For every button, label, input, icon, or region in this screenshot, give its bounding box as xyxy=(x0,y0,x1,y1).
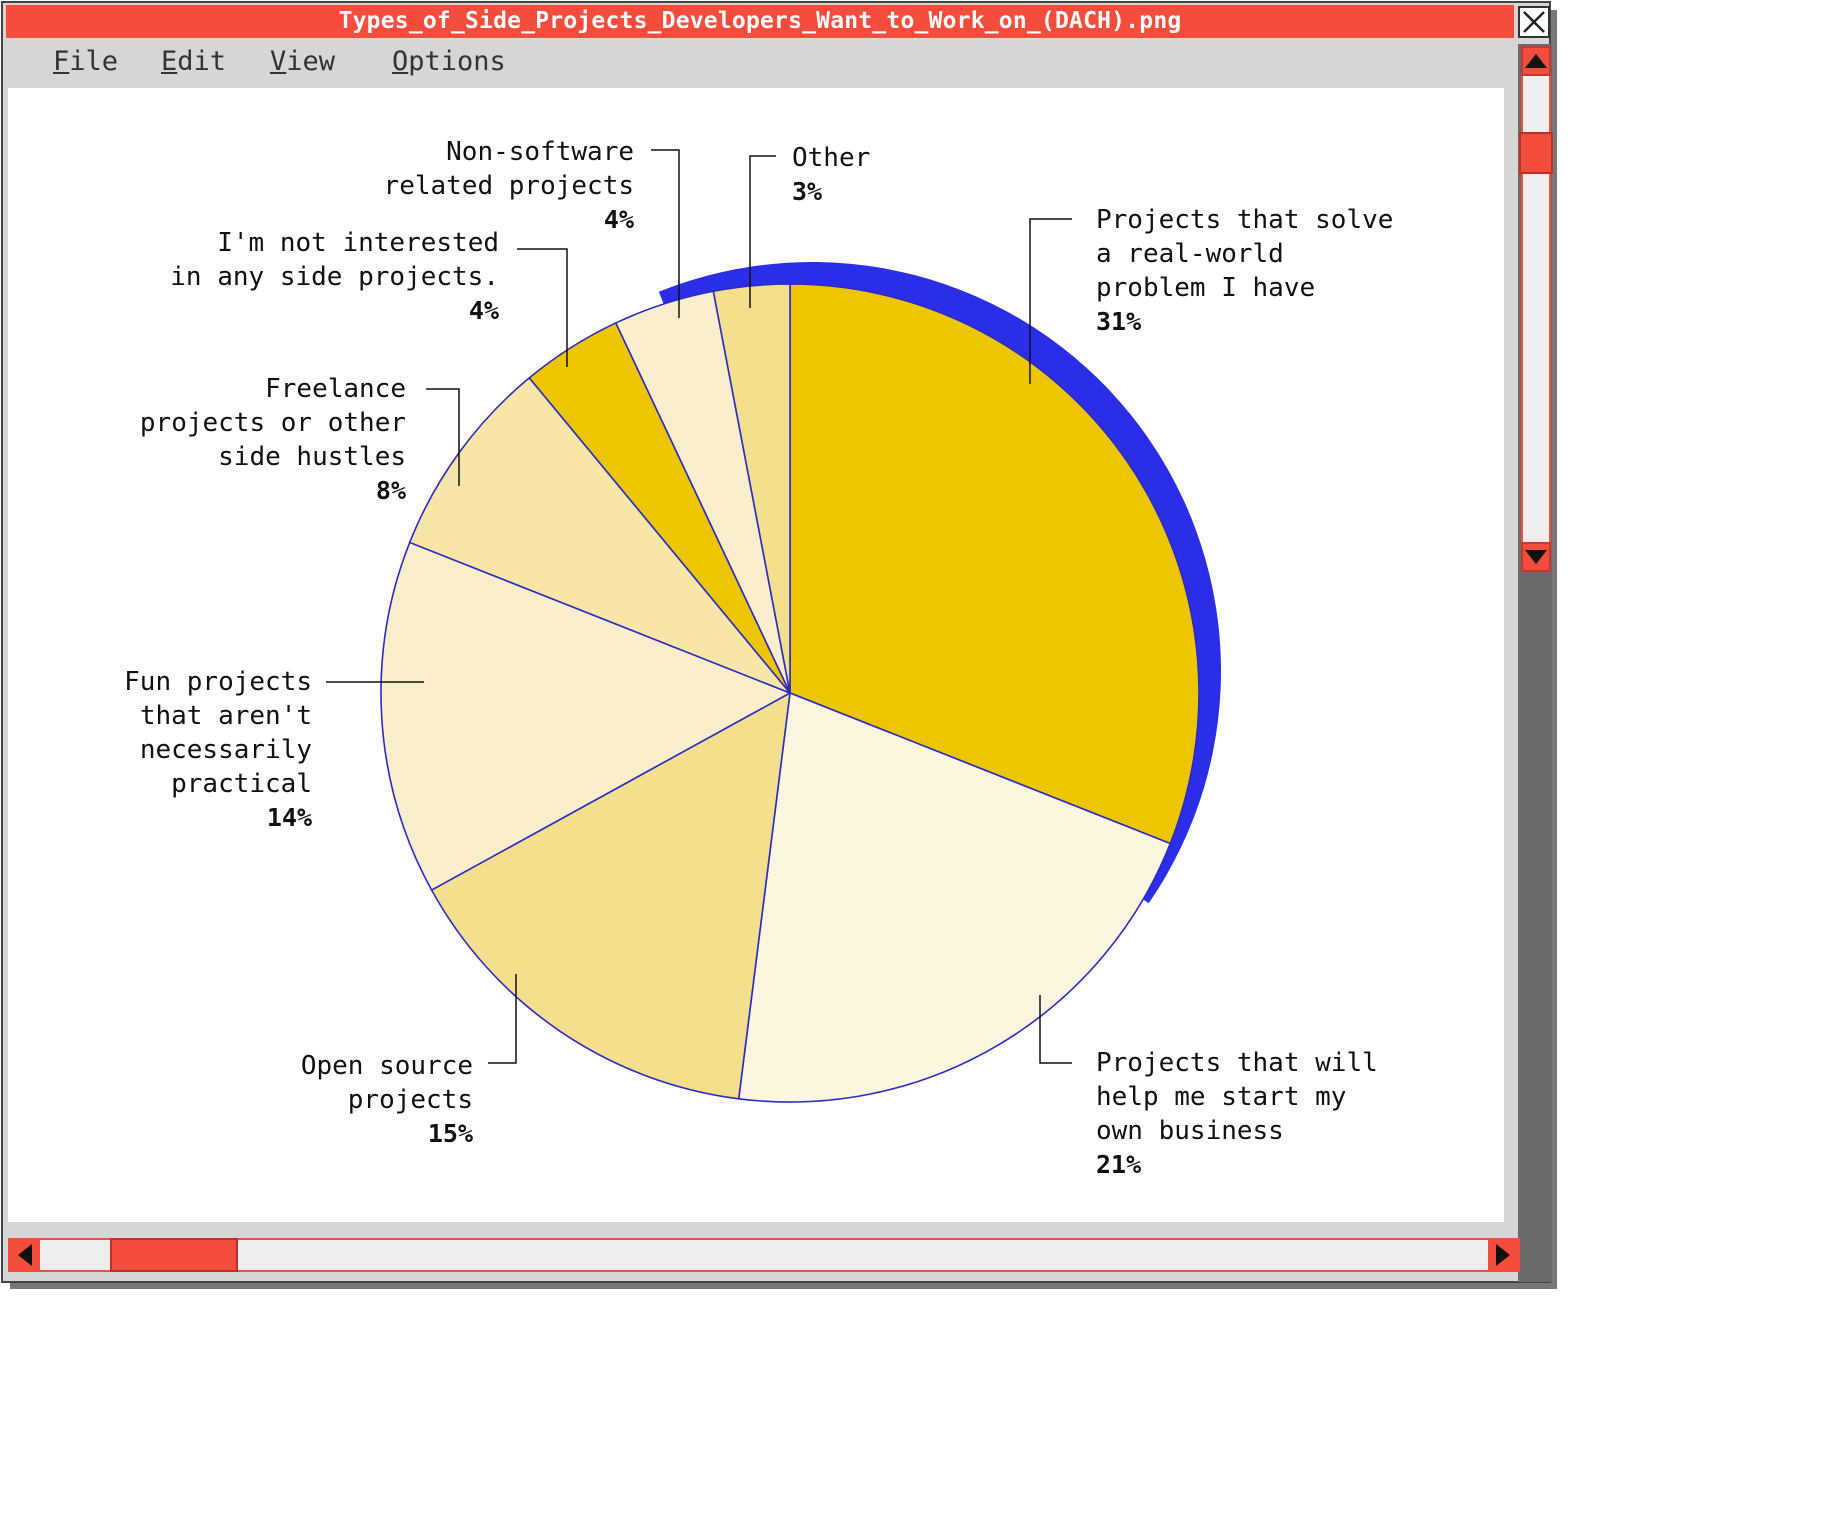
menu-options[interactable]: Options xyxy=(392,46,506,77)
slice-value-5: 4% xyxy=(469,296,499,325)
horizontal-scrollbar[interactable] xyxy=(8,1238,1520,1272)
slice-label-2: projects xyxy=(348,1085,473,1115)
leader-line-0 xyxy=(1029,218,1072,384)
slice-label-4: Freelance xyxy=(265,374,406,404)
slice-value-3: 14% xyxy=(267,803,312,832)
pie-slice-2 xyxy=(430,691,791,1100)
slice-label-5: I'm not interested xyxy=(217,228,499,258)
window-shadow-right xyxy=(1551,10,1557,1289)
slice-label-3: necessarily xyxy=(140,735,312,765)
slice-label-6: Non-software xyxy=(446,137,634,167)
menu-edit-mnemonic: E xyxy=(161,46,178,77)
slice-label-4: side hustles xyxy=(218,442,406,472)
image-canvas: Projects that solve a real-world problem I… xyxy=(8,88,1504,1222)
scroll-right-button[interactable] xyxy=(1488,1240,1518,1270)
slice-label-2: Open source xyxy=(301,1051,473,1081)
slice-value-4: 8% xyxy=(376,476,406,505)
menu-view[interactable]: View xyxy=(270,46,335,77)
menu-edit-label: dit xyxy=(177,46,227,77)
slice-label-5: in any side projects. xyxy=(170,262,499,292)
menu-view-label: iew xyxy=(286,46,336,77)
window-title: Types_of_Side_Projects_Developers_Want_t… xyxy=(6,5,1514,38)
slice-label-1: own business xyxy=(1096,1116,1284,1146)
slice-label-0: problem I have xyxy=(1096,273,1315,303)
leader-line-1 xyxy=(1039,995,1072,1064)
leader-line-2 xyxy=(488,974,517,1064)
slice-value-6: 4% xyxy=(604,205,634,234)
pie-chart: Projects that solve a real-world problem I… xyxy=(124,137,1393,1179)
menu-file-label: ile xyxy=(69,46,119,77)
menu-bar: File Edit View Options xyxy=(6,40,1514,86)
slice-label-3: Fun projects xyxy=(124,667,312,697)
slice-value-0: 31% xyxy=(1096,307,1141,336)
menu-file[interactable]: File xyxy=(53,46,118,77)
horizontal-scroll-thumb[interactable] xyxy=(110,1238,238,1272)
close-button[interactable] xyxy=(1518,6,1550,38)
leader-line-5 xyxy=(517,248,568,367)
slice-label-3: that aren't xyxy=(140,701,312,731)
arrow-down-icon xyxy=(1525,550,1547,564)
scroll-down-button[interactable] xyxy=(1521,542,1551,572)
window-shadow-bottom xyxy=(10,1283,1556,1289)
slice-label-1: Projects that will xyxy=(1096,1048,1378,1078)
slice-label-7: Other xyxy=(792,143,870,173)
slice-label-1: help me start my xyxy=(1096,1082,1346,1112)
pie-slice-1 xyxy=(737,691,1172,1103)
arrow-up-icon xyxy=(1525,54,1547,68)
vertical-scroll-thumb[interactable] xyxy=(1519,132,1553,174)
menu-file-mnemonic: F xyxy=(53,46,70,77)
leader-line-7 xyxy=(749,155,776,308)
pie-slice-0 xyxy=(789,283,1200,845)
menu-view-mnemonic: V xyxy=(270,46,287,77)
slice-value-7: 3% xyxy=(792,177,822,206)
slice-value-1: 21% xyxy=(1096,1150,1141,1179)
slice-label-0: a real-world xyxy=(1096,239,1284,269)
scroll-left-button[interactable] xyxy=(10,1240,40,1270)
menu-edit[interactable]: Edit xyxy=(161,46,226,77)
pie-slice-3 xyxy=(380,541,792,892)
slice-label-4: projects or other xyxy=(140,408,406,438)
arrow-right-icon xyxy=(1496,1244,1510,1266)
leader-line-4 xyxy=(426,388,460,486)
slice-label-0: Projects that solve xyxy=(1096,205,1393,235)
slice-value-2: 15% xyxy=(428,1119,473,1148)
slice-label-6: related projects xyxy=(384,171,634,201)
slice-label-3: practical xyxy=(171,769,312,799)
scroll-up-button[interactable] xyxy=(1521,46,1551,76)
menu-options-label: ptions xyxy=(408,46,506,77)
menu-options-mnemonic: O xyxy=(392,46,409,77)
arrow-left-icon xyxy=(18,1244,32,1266)
leader-line-6 xyxy=(651,149,680,318)
pie-slice-7 xyxy=(712,283,791,694)
close-icon xyxy=(1523,11,1545,33)
